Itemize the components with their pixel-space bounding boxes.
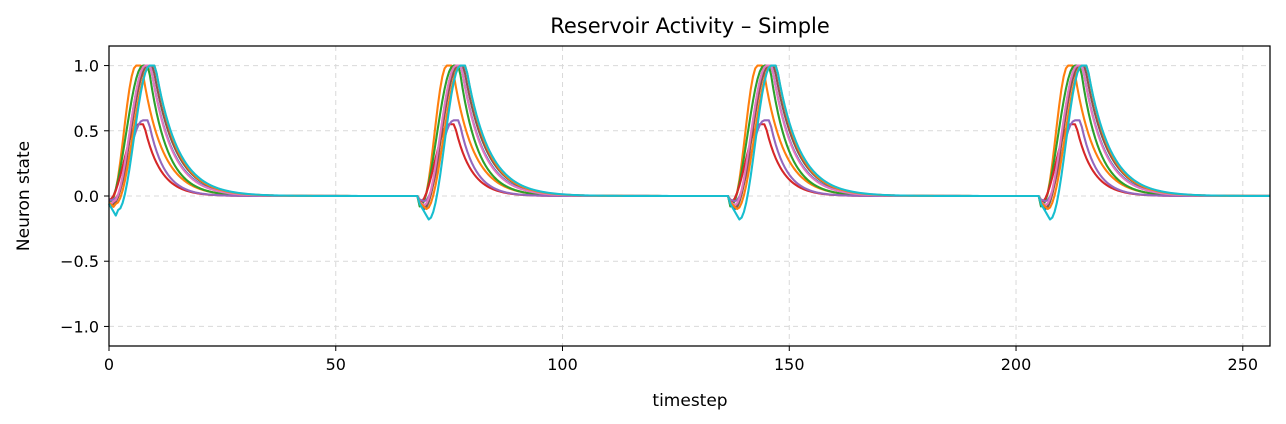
x-tick-label: 100	[547, 355, 578, 374]
neuron-series-line	[108, 123, 1270, 204]
y-tick-label: 0.0	[74, 187, 99, 206]
x-axis-ticks: 0 50 100 150 200 250	[104, 346, 1258, 374]
x-tick-label: 250	[1228, 355, 1259, 374]
chart-title: Reservoir Activity – Simple	[550, 14, 830, 38]
y-axis-label: Neuron state	[14, 141, 34, 251]
x-tick-label: 200	[1001, 355, 1032, 374]
neuron-series-line	[108, 64, 1271, 207]
y-tick-label: 1.0	[74, 57, 99, 76]
neuron-series-line	[108, 64, 1271, 221]
x-tick-label: 0	[104, 355, 114, 374]
y-tick-label: 0.5	[74, 122, 99, 141]
neuron-series-line	[108, 64, 1270, 205]
neuron-series-line	[108, 64, 1270, 208]
y-axis-ticks: −1.0 −0.5 0.0 0.5 1.0	[60, 57, 109, 336]
x-tick-label: 50	[326, 355, 346, 374]
neuron-series-line	[108, 64, 1270, 209]
x-axis-label: timestep	[652, 391, 727, 411]
series-lines	[108, 64, 1271, 221]
y-tick-label: −1.0	[60, 317, 99, 336]
y-tick-label: −0.5	[60, 252, 99, 271]
x-tick-label: 150	[774, 355, 805, 374]
neuron-series-line	[108, 119, 1270, 203]
